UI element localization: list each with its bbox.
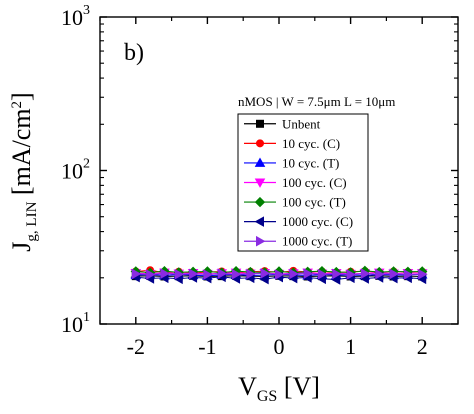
legend-label: 100 cyc. (T) (282, 195, 346, 210)
legend-marker (255, 119, 264, 128)
y-axis-title-close: ] (7, 92, 36, 101)
x-tick-label: 2 (417, 334, 428, 359)
legend-items: Unbent 10 cyc. (C) 10 cyc. (T) 100 cyc. (C)… (244, 116, 353, 249)
y-axis-title-unit: [mA/cm (7, 108, 36, 201)
data-point (403, 269, 414, 280)
data-point (217, 268, 228, 279)
legend-marker (254, 178, 266, 188)
data-point (160, 268, 170, 279)
y-tick-label: 101 (61, 310, 90, 337)
legend-label: 1000 cyc. (T) (282, 234, 352, 249)
data-point (317, 268, 328, 280)
legend-marker (255, 139, 264, 148)
legend-item: Unbent (244, 116, 321, 131)
y-tick-label-exp: 3 (83, 3, 90, 18)
legend-item: 1000 cyc. (C) (244, 214, 353, 229)
x-tick-label: -1 (198, 334, 216, 359)
legend-marker (254, 157, 266, 167)
data-point (289, 268, 299, 280)
x-axis-title-sub: GS (257, 388, 277, 405)
data-point (246, 268, 256, 280)
legend-label: 100 cyc. (C) (282, 175, 347, 190)
legend: nMOS | W = 7.5μm L = 10μm Unbent 10 cyc. … (237, 94, 395, 252)
data-point (389, 268, 399, 280)
panel-label: b) (124, 40, 144, 66)
data-point (146, 269, 156, 280)
legend-item: 100 cyc. (T) (244, 195, 346, 210)
data-point (332, 268, 342, 280)
series-layer (130, 265, 428, 285)
y-tick-label-base: 10 (61, 312, 83, 337)
legend-label: 10 cyc. (C) (282, 136, 340, 151)
y-tick-label-exp: 1 (83, 310, 90, 325)
legend-item: 1000 cyc. (T) (244, 234, 352, 249)
legend-label: Unbent (282, 116, 321, 131)
data-point (346, 269, 357, 280)
y-axis-title: Jg, LIN [mA/cm2] (7, 92, 40, 251)
data-point (174, 268, 185, 280)
x-axis: -2 -1 0 1 2 (99, 17, 459, 359)
data-point (232, 268, 242, 280)
legend-item: 10 cyc. (C) (244, 136, 340, 151)
series-6 (131, 267, 428, 280)
data-point (303, 268, 314, 279)
data-point (189, 268, 199, 280)
data-point (360, 268, 371, 279)
x-tick-label: 0 (274, 334, 285, 359)
y-tick-label: 102 (61, 157, 90, 184)
data-point (259, 273, 269, 285)
data-point (418, 268, 428, 280)
legend-item: 100 cyc. (C) (244, 175, 347, 190)
y-axis-title-main: J (7, 242, 36, 252)
legend-label: 10 cyc. (T) (282, 155, 339, 170)
legend-marker (254, 216, 265, 227)
y-tick-label-exp: 2 (83, 157, 90, 172)
data-point (375, 268, 385, 280)
legend-box (237, 113, 369, 252)
x-tick-label: -2 (127, 334, 145, 359)
x-tick-label: 1 (345, 334, 356, 359)
legend-label: 1000 cyc. (C) (282, 214, 353, 229)
legend-marker (254, 196, 266, 208)
legend-title: nMOS | W = 7.5μm L = 10μm (238, 94, 395, 109)
data-point (260, 267, 271, 279)
data-point (131, 268, 142, 280)
legend-marker (255, 235, 266, 247)
y-axis-title-sup: 2 (9, 101, 25, 109)
x-axis-title-main: V (238, 372, 257, 401)
y-tick-label-base: 10 (61, 159, 83, 184)
y-axis-title-sub: g, LIN (24, 201, 40, 241)
x-axis-title: VGS [V] (238, 372, 320, 405)
y-tick-label: 103 (61, 3, 90, 30)
x-axis-title-unit: [V] (277, 372, 320, 401)
data-point (203, 269, 213, 280)
data-point (274, 269, 285, 280)
legend-item: 10 cyc. (T) (244, 155, 339, 170)
y-tick-label-base: 10 (61, 5, 83, 30)
